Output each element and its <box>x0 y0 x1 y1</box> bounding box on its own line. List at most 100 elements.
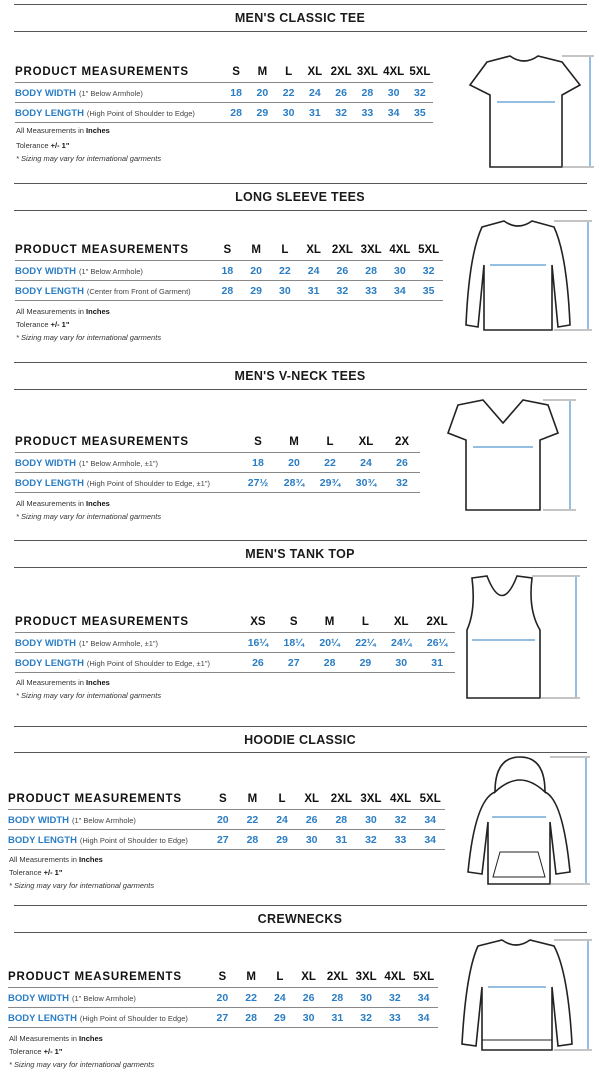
tolerance-note: Tolerance +/- 1" <box>9 868 62 877</box>
header-label: PRODUCT MEASUREMENTS <box>15 612 241 633</box>
measurement-table: PRODUCT MEASUREMENTS S M L XL 2XL 3XL 4XL 5XL BOD… <box>15 240 443 301</box>
units-prefix: All Measurements in <box>16 307 84 316</box>
row-note: (1" Below Armhole) <box>71 993 136 1003</box>
measurement-value: 31 <box>301 102 328 123</box>
measurement-value: 28 <box>356 260 386 281</box>
measurement-value: 33 <box>380 1007 410 1028</box>
header-label: PRODUCT MEASUREMENTS <box>15 432 240 453</box>
measurement-value: 18 <box>223 82 250 103</box>
measurement-value: 26¼ <box>419 632 455 653</box>
size-header: M <box>311 612 348 633</box>
measurement-value: 28 <box>323 987 352 1008</box>
row-note: (1" Below Armhole, ±1") <box>78 458 159 468</box>
size-header: L <box>312 432 348 453</box>
row-label-cell: BODY LENGTH (High Point of Shoulder to E… <box>15 652 241 673</box>
row-label: BODY LENGTH <box>15 107 84 119</box>
disclaimer-text: * Sizing may vary for international garm… <box>16 154 162 163</box>
measurement-value: 20 <box>208 809 238 830</box>
measurement-table: PRODUCT MEASUREMENTS XS S M L XL 2XL BODY WIDTH… <box>15 612 455 673</box>
section-top-rule <box>14 4 587 5</box>
tolerance-prefix: Tolerance <box>9 868 42 877</box>
measurement-value: 20 <box>208 987 237 1008</box>
measurement-value: 26 <box>240 652 276 673</box>
size-header: XL <box>299 240 328 261</box>
table-row: BODY LENGTH (High Point of Shoulder to E… <box>8 1007 438 1028</box>
measurement-value: 22 <box>236 987 266 1008</box>
measurement-value: 30 <box>270 280 300 301</box>
measurement-value: 32 <box>384 472 420 493</box>
measurement-value: 28¾ <box>276 472 312 493</box>
measurement-value: 18 <box>240 452 276 473</box>
units-value: Inches <box>86 678 110 687</box>
measurement-table: PRODUCT MEASUREMENTS S M L XL 2XL 3XL 4XL 5XL BOD… <box>8 789 445 850</box>
table-row: BODY WIDTH (1" Below Armhole) 18 20 22 24 26 2… <box>15 82 433 103</box>
size-header: S <box>275 612 312 633</box>
size-header: XL <box>301 62 328 83</box>
row-label: BODY WIDTH <box>15 87 77 99</box>
tolerance-prefix: Tolerance <box>16 141 49 150</box>
row-note: (Center from Front of Garment) <box>86 286 191 296</box>
units-note: All Measurements in Inches <box>16 499 110 508</box>
measurement-value: 31 <box>326 829 357 850</box>
measurement-value: 22 <box>275 82 302 103</box>
measurement-value: 27 <box>208 1007 237 1028</box>
measurement-value: 32 <box>385 809 416 830</box>
size-header: L <box>265 967 295 988</box>
size-header: M <box>236 967 266 988</box>
size-header: 3XL <box>356 240 386 261</box>
tolerance-value: +/- 1" <box>50 141 70 150</box>
measurement-value: 28 <box>326 809 357 830</box>
section-title: HOODIE CLASSIC <box>244 733 356 747</box>
row-label: BODY WIDTH <box>15 457 77 469</box>
tshirt-icon <box>468 55 594 168</box>
section-bottom-rule <box>14 567 587 568</box>
row-label-cell: BODY LENGTH (High Point of Shoulder to E… <box>15 472 240 493</box>
row-note: (High Point of Shoulder to Edge, ±1") <box>86 658 210 668</box>
section-bottom-rule <box>14 210 587 211</box>
section-title: CREWNECKS <box>257 912 343 926</box>
size-header: L <box>275 62 302 83</box>
size-header: 5XL <box>409 967 438 988</box>
size-header: M <box>249 62 276 83</box>
measurement-value: 32 <box>356 829 386 850</box>
row-label: BODY LENGTH <box>8 1012 77 1024</box>
disclaimer-note: * Sizing may vary for international garm… <box>16 512 161 521</box>
table-row: BODY LENGTH (High Point of Shoulder to E… <box>15 102 433 123</box>
row-label: BODY LENGTH <box>15 657 84 669</box>
section-top-rule <box>14 183 587 184</box>
section-bottom-rule <box>14 389 587 390</box>
tank-top-icon <box>466 575 580 699</box>
disclaimer-text: * Sizing may vary for international garm… <box>16 512 162 521</box>
row-label-cell: BODY WIDTH (1" Below Armhole) <box>15 82 223 103</box>
header-label: PRODUCT MEASUREMENTS <box>8 789 208 810</box>
measurement-value: 27 <box>208 829 238 850</box>
table-row: BODY LENGTH (High Point of Shoulder to E… <box>15 472 420 493</box>
measurement-value: 29 <box>265 1007 295 1028</box>
row-label-cell: BODY LENGTH (High Point of Shoulder to E… <box>8 829 208 850</box>
units-note: All Measurements in Inches <box>16 307 110 316</box>
units-prefix: All Measurements in <box>9 855 77 864</box>
measurement-value: 30 <box>294 1007 323 1028</box>
measurement-value: 29 <box>249 102 276 123</box>
measurement-value: 30¾ <box>348 472 384 493</box>
table-row: BODY WIDTH (1" Below Armhole) 20 22 24 26 28 3… <box>8 987 438 1008</box>
row-label-cell: BODY WIDTH (1" Below Armhole, ±1") <box>15 452 240 473</box>
measurement-value: 32 <box>380 987 410 1008</box>
long-sleeve-shirt-icon <box>465 220 592 331</box>
measurement-value: 22 <box>270 260 300 281</box>
size-header: XL <box>383 612 420 633</box>
row-label-cell: BODY WIDTH (1" Below Armhole) <box>15 260 213 281</box>
measurement-value: 22¼ <box>347 632 384 653</box>
measurement-value: 20 <box>249 82 276 103</box>
size-header: M <box>237 789 268 810</box>
measurement-value: 27½ <box>240 472 276 493</box>
measurement-value: 28 <box>236 1007 266 1028</box>
measurement-value: 34 <box>415 809 445 830</box>
units-note: All Measurements in Inches <box>16 126 110 135</box>
header-label: PRODUCT MEASUREMENTS <box>15 62 223 83</box>
measurement-value: 26 <box>328 260 357 281</box>
row-note: (High Point of Shoulder to Edge) <box>86 108 195 118</box>
measurement-value: 32 <box>406 82 433 103</box>
measurement-value: 27 <box>275 652 312 673</box>
row-label: BODY WIDTH <box>15 637 77 649</box>
